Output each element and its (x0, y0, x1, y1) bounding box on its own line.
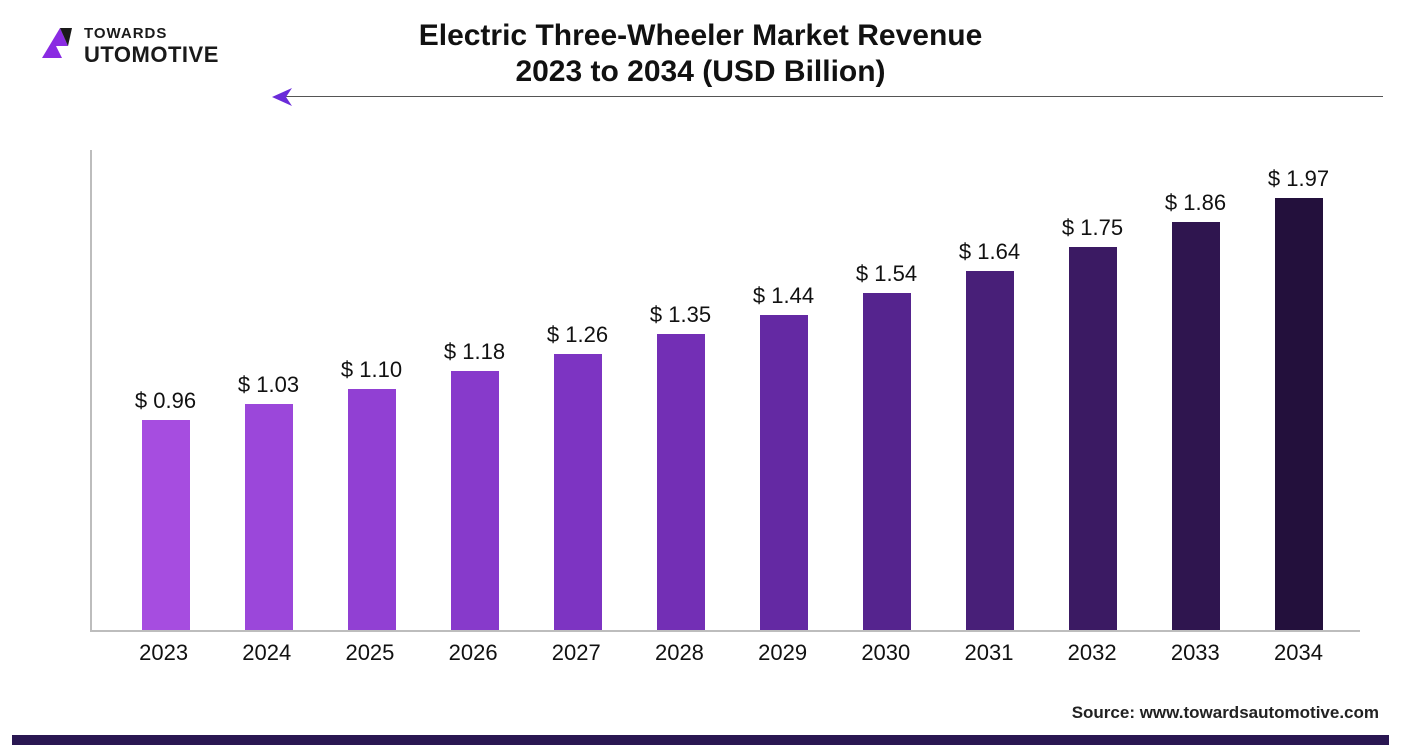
x-axis-label: 2033 (1144, 640, 1247, 666)
bar-slot: $ 1.97 (1247, 198, 1350, 630)
bar-value-label: $ 1.03 (238, 372, 299, 398)
bar (966, 271, 1014, 630)
bar (1275, 198, 1323, 630)
bar-slot: $ 1.03 (217, 404, 320, 630)
bar-slot: $ 1.75 (1041, 247, 1144, 630)
bars-container: $ 0.96$ 1.03$ 1.10$ 1.18$ 1.26$ 1.35$ 1.… (92, 150, 1360, 630)
bar (245, 404, 293, 630)
chart-title: Electric Three-Wheeler Market Revenue 20… (0, 18, 1401, 90)
x-axis-label: 2027 (525, 640, 628, 666)
title-line1: Electric Three-Wheeler Market Revenue (0, 18, 1401, 54)
bar-value-label: $ 1.75 (1062, 215, 1123, 241)
bar-slot: $ 1.64 (938, 271, 1041, 630)
bar-value-label: $ 1.18 (444, 339, 505, 365)
bar-value-label: $ 1.10 (341, 357, 402, 383)
bar-slot: $ 1.35 (629, 334, 732, 630)
bar-slot: $ 1.10 (320, 389, 423, 630)
footer-bar (12, 735, 1389, 745)
bar-slot: $ 1.26 (526, 354, 629, 630)
x-axis-label: 2024 (215, 640, 318, 666)
source-attribution: Source: www.towardsautomotive.com (1072, 703, 1379, 723)
arrow-left-icon (272, 86, 298, 113)
x-axis-label: 2028 (628, 640, 731, 666)
bar (863, 293, 911, 630)
bar-value-label: $ 1.86 (1165, 190, 1226, 216)
header: TOWARDS UTOMOTIVE Electric Three-Wheeler… (0, 0, 1401, 110)
x-axis-label: 2032 (1041, 640, 1144, 666)
x-axis-label: 2034 (1247, 640, 1350, 666)
bar (760, 315, 808, 630)
bar-value-label: $ 0.96 (135, 388, 196, 414)
bar (1069, 247, 1117, 630)
x-axis-label: 2025 (318, 640, 421, 666)
title-rule (280, 96, 1383, 97)
bar-slot: $ 0.96 (114, 420, 217, 630)
x-axis-label: 2029 (731, 640, 834, 666)
bar-slot: $ 1.18 (423, 371, 526, 630)
x-axis-labels: 2023202420252026202720282029203020312032… (90, 640, 1360, 666)
bar-value-label: $ 1.44 (753, 283, 814, 309)
bar-slot: $ 1.44 (732, 315, 835, 630)
title-line2: 2023 to 2034 (USD Billion) (0, 54, 1401, 90)
x-axis-label: 2023 (112, 640, 215, 666)
x-axis-label: 2031 (937, 640, 1040, 666)
bar-value-label: $ 1.97 (1268, 166, 1329, 192)
bar-chart: $ 0.96$ 1.03$ 1.10$ 1.18$ 1.26$ 1.35$ 1.… (90, 150, 1360, 670)
bar (657, 334, 705, 630)
bar-slot: $ 1.54 (835, 293, 938, 630)
bar-value-label: $ 1.54 (856, 261, 917, 287)
bar (142, 420, 190, 630)
bar (451, 371, 499, 630)
bar (554, 354, 602, 630)
plot-area: $ 0.96$ 1.03$ 1.10$ 1.18$ 1.26$ 1.35$ 1.… (90, 150, 1360, 632)
bar (1172, 222, 1220, 630)
bar-value-label: $ 1.64 (959, 239, 1020, 265)
bar-slot: $ 1.86 (1144, 222, 1247, 630)
bar (348, 389, 396, 630)
x-axis-label: 2026 (422, 640, 525, 666)
x-axis-label: 2030 (834, 640, 937, 666)
bar-value-label: $ 1.35 (650, 302, 711, 328)
bar-value-label: $ 1.26 (547, 322, 608, 348)
